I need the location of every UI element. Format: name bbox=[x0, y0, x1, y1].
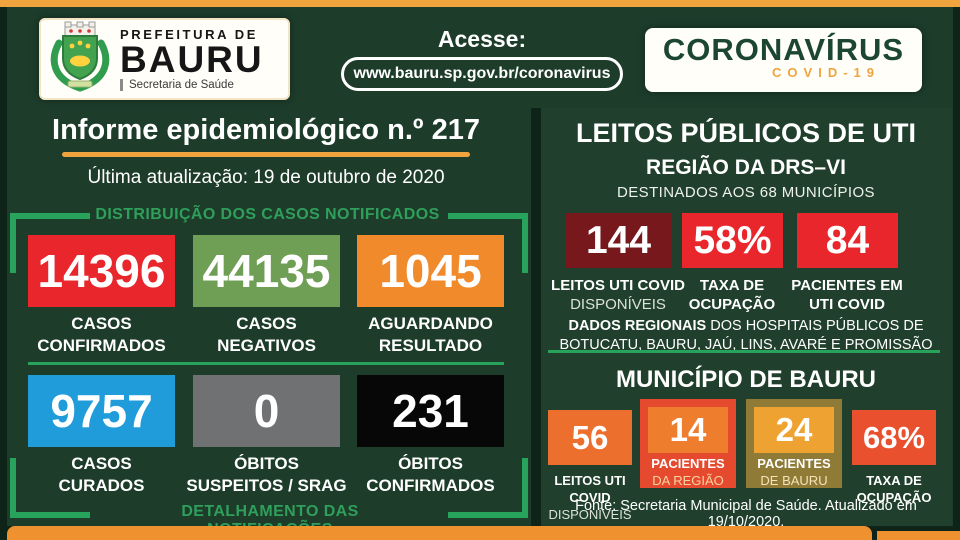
case-value: 44135 bbox=[202, 245, 331, 297]
city-stat-value-plate: 24 bbox=[754, 407, 834, 453]
city-stat-value: 56 bbox=[571, 418, 609, 456]
city-stat-pacientes-regiao: 14 PACIENTES DA REGIÃO bbox=[640, 399, 736, 488]
column-divider bbox=[531, 108, 541, 526]
case-label: CASOS CONFIRMADOS bbox=[37, 314, 166, 355]
bracket-bottom-left bbox=[10, 512, 90, 518]
uti-region-subheading: DESTINADOS AOS 68 MUNICÍPIOS bbox=[617, 184, 875, 201]
uti-stat-label: LEITOS UTI COVID DISPONÍVEIS bbox=[551, 277, 685, 313]
city-stat-leitos-disponiveis: 56 bbox=[548, 410, 632, 465]
case-card-aguardando: 1045 bbox=[357, 235, 504, 307]
report-title: Informe epidemiológico n.º 217 bbox=[52, 114, 480, 146]
cases-section-title: DISTRIBUIÇÃO DOS CASOS NOTIFICADOS bbox=[95, 206, 440, 223]
city-stat-label: PACIENTES DA REGIÃO bbox=[651, 456, 725, 488]
uti-section-title: LEITOS PÚBLICOS DE UTI bbox=[575, 118, 917, 148]
case-card-obitos-suspeitos: 0 bbox=[193, 375, 340, 447]
brand-subtitle: COVID-19 bbox=[772, 65, 880, 80]
case-card-negativos: 44135 bbox=[193, 235, 340, 307]
uti-divider bbox=[548, 350, 940, 353]
logo-org-line: PREFEITURA DE bbox=[120, 27, 259, 42]
uti-stat-label: PACIENTES EM UTI COVID bbox=[791, 277, 903, 313]
case-value: 9757 bbox=[50, 385, 153, 437]
bracket-bottom-left-v bbox=[10, 458, 16, 518]
uti-stat-value: 144 bbox=[585, 218, 652, 262]
report-updated: Última atualização: 19 de outubro de 202… bbox=[87, 167, 445, 188]
uti-stat-pacientes: 84 bbox=[797, 213, 898, 268]
city-stat-value: 68% bbox=[862, 419, 926, 455]
case-value: 0 bbox=[253, 385, 280, 437]
case-label: AGUARDANDO RESULTADO bbox=[368, 314, 493, 355]
case-label: CASOS CURADOS bbox=[58, 454, 145, 495]
uti-region-note: DADOS REGIONAIS DOS HOSPITAIS PÚBLICOS D… bbox=[559, 318, 933, 353]
bauru-coat-of-arms-icon bbox=[49, 21, 111, 98]
bracket-top-right-v bbox=[522, 213, 528, 273]
bottom-accent-bar-left bbox=[7, 526, 872, 540]
case-value: 14396 bbox=[37, 245, 166, 297]
uti-stat-leitos-disponiveis: 144 bbox=[565, 213, 672, 268]
case-value: 1045 bbox=[379, 245, 482, 297]
case-label: CASOS NEGATIVOS bbox=[217, 314, 316, 355]
city-stat-label: PACIENTES DE BAURU bbox=[757, 456, 831, 488]
bracket-top-right bbox=[448, 213, 528, 219]
case-card-curados: 9757 bbox=[28, 375, 175, 447]
access-label: Acesse: bbox=[437, 26, 527, 52]
case-label: ÓBITOS SUSPEITOS / SRAG bbox=[186, 454, 347, 495]
cases-divider bbox=[28, 362, 504, 365]
coronavirus-url-link[interactable]: www.bauru.sp.gov.br/coronavirus bbox=[341, 57, 623, 91]
uti-stat-label: TAXA DE OCUPAÇÃO bbox=[688, 277, 776, 313]
case-label: ÓBITOS CONFIRMADOS bbox=[366, 454, 495, 495]
city-hall-logo: PREFEITURA DE BAURU Secretaria de Saúde bbox=[39, 18, 290, 100]
bracket-bottom-right-v bbox=[522, 458, 528, 518]
uti-region-heading: REGIÃO DA DRS–VI bbox=[646, 156, 846, 179]
top-accent-bar bbox=[0, 0, 960, 7]
report-title-underline bbox=[62, 152, 470, 157]
brand-title: CORONAVÍRUS bbox=[662, 32, 905, 67]
uti-stat-value: 58% bbox=[693, 218, 772, 262]
coronavirus-brand-box: CORONAVÍRUS COVID-19 bbox=[645, 28, 922, 92]
bottom-accent-bar-right bbox=[877, 531, 960, 540]
logo-city-name: BAURU bbox=[120, 39, 264, 80]
city-stat-taxa-ocupacao: 68% bbox=[852, 410, 936, 465]
city-stat-label: LEITOS UTI COVID DISPONÍVEIS bbox=[548, 473, 632, 522]
city-stat-pacientes-bauru: 24 PACIENTES DE BAURU bbox=[746, 399, 842, 488]
case-card-obitos-confirmados: 231 bbox=[357, 375, 504, 447]
bracket-top-left-v bbox=[10, 213, 16, 273]
case-card-confirmados: 14396 bbox=[28, 235, 175, 307]
uti-stat-taxa-ocupacao: 58% bbox=[682, 213, 783, 268]
logo-department: Secretaria de Saúde bbox=[120, 79, 264, 91]
uti-city-heading: MUNICÍPIO DE BAURU bbox=[615, 366, 876, 393]
city-stat-label: TAXA DE OCUPAÇÃO bbox=[856, 473, 932, 505]
bracket-bottom-right bbox=[448, 512, 528, 518]
city-stat-value-plate: 14 bbox=[648, 407, 728, 453]
case-value: 231 bbox=[392, 385, 469, 437]
bracket-top-left bbox=[10, 213, 90, 219]
uti-stat-value: 84 bbox=[825, 218, 870, 262]
